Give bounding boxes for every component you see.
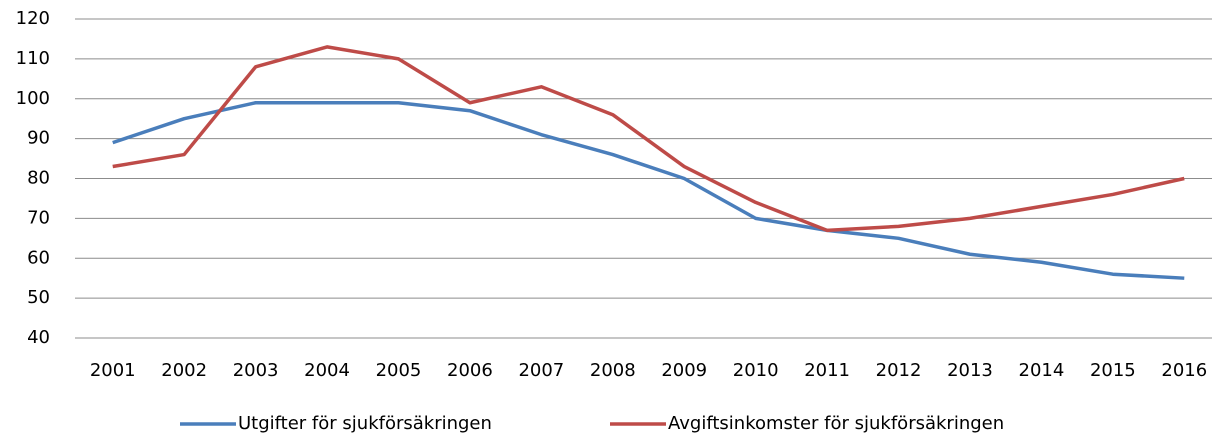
y-tick-label: 40 xyxy=(27,327,50,348)
legend-label: Avgiftsinkomster för sjukförsäkringen xyxy=(668,413,1004,434)
x-tick-label: 2015 xyxy=(1090,360,1136,381)
x-tick-label: 2008 xyxy=(590,360,636,381)
legend-label: Utgifter för sjukförsäkringen xyxy=(238,413,492,434)
y-tick-label: 100 xyxy=(16,88,50,109)
x-tick-label: 2001 xyxy=(90,360,136,381)
x-tick-label: 2009 xyxy=(661,360,707,381)
x-tick-label: 2007 xyxy=(518,360,564,381)
y-tick-label: 80 xyxy=(27,168,50,189)
y-tick-label: 70 xyxy=(27,207,50,228)
x-tick-label: 2012 xyxy=(876,360,922,381)
x-tick-label: 2003 xyxy=(233,360,279,381)
series-line xyxy=(112,100,1185,280)
x-tick-label: 2014 xyxy=(1019,360,1065,381)
x-tick-label: 2011 xyxy=(804,360,850,381)
y-tick-label: 90 xyxy=(27,128,50,149)
y-tick-label: 120 xyxy=(16,8,50,29)
x-tick-label: 2004 xyxy=(304,360,350,381)
x-tick-label: 2016 xyxy=(1161,360,1207,381)
x-tick-label: 2013 xyxy=(947,360,993,381)
series-line xyxy=(112,45,1185,233)
x-tick-label: 2002 xyxy=(161,360,207,381)
x-tick-label: 2010 xyxy=(733,360,779,381)
x-tick-label: 2005 xyxy=(376,360,422,381)
y-tick-label: 60 xyxy=(27,247,50,268)
x-tick-label: 2006 xyxy=(447,360,493,381)
y-tick-label: 50 xyxy=(27,287,50,308)
y-tick-label: 110 xyxy=(16,48,50,69)
